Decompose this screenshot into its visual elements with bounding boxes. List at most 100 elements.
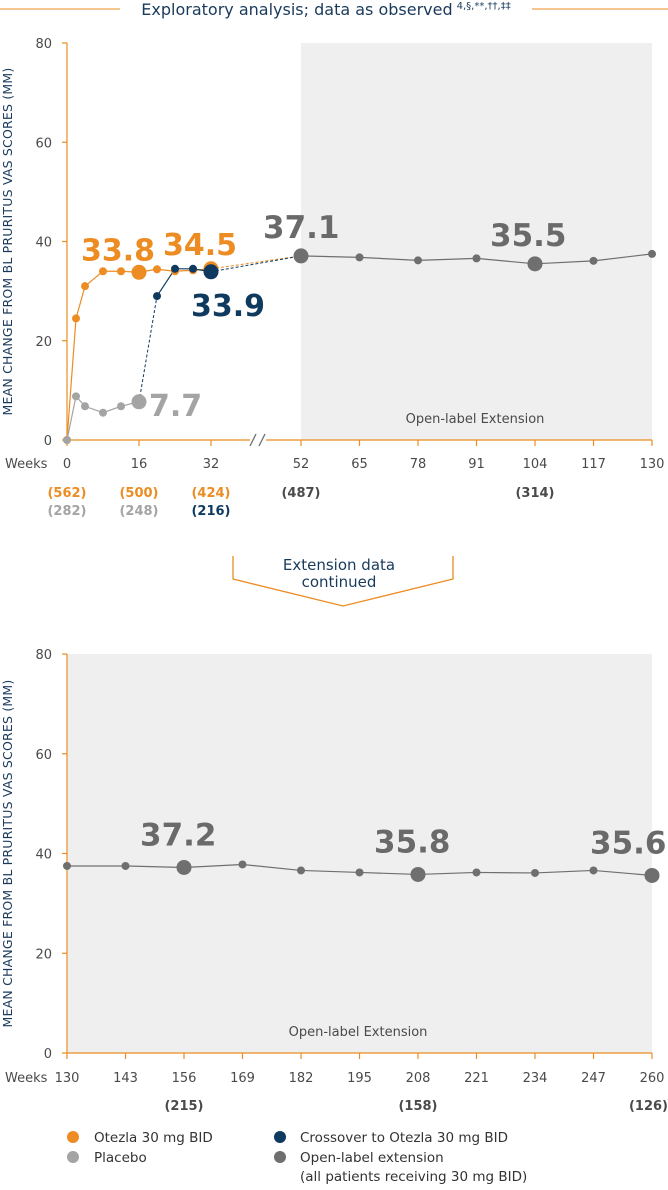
callout-label: 34.5 <box>163 228 237 263</box>
n-label: (216) <box>191 504 230 519</box>
data-point-open-label-extension-all-patients-receiving-30-mg-bid <box>414 256 422 265</box>
data-point-open-label-extension-all-patients-receiving-30-mg-bid <box>63 861 71 870</box>
callout-label: 7.7 <box>149 389 202 424</box>
x-tick-label: 208 <box>406 1071 431 1086</box>
ole-region-label: Open-label Extension <box>406 412 545 427</box>
y-tick-label: 40 <box>35 848 52 863</box>
data-point-otezla-30-mg-bid <box>153 265 161 274</box>
data-point-otezla-30-mg-bid <box>81 282 89 291</box>
data-point-otezla-30-mg-bid <box>131 264 147 280</box>
x-tick-label: 247 <box>581 1071 606 1086</box>
n-label: (424) <box>191 486 230 501</box>
legend-label-ole: Open-label extension <box>300 1150 444 1166</box>
data-point-crossover-to-otezla-30-mg-bid <box>189 264 197 273</box>
header: Exploratory analysis; data as observed 4,… <box>0 0 668 19</box>
x-tick-label: 16 <box>131 457 148 472</box>
data-point-crossover-to-otezla-30-mg-bid <box>203 264 219 280</box>
x-tick-label: 130 <box>640 457 665 472</box>
series-line-otezla-30-mg-bid <box>66 268 212 441</box>
callout-label: 37.2 <box>140 817 217 853</box>
legend: Otezla 30 mg BID Placebo Crossover to Ot… <box>67 1130 527 1185</box>
data-point-open-label-extension-all-patients-receiving-30-mg-bid <box>238 860 247 869</box>
data-point-otezla-30-mg-bid <box>72 314 80 323</box>
n-label: (282) <box>47 504 86 519</box>
y-axis-label: MEAN CHANGE FROM BL PRURITUS VAS SCORES … <box>0 680 15 1028</box>
data-point-open-label-extension-all-patients-receiving-30-mg-bid <box>176 859 192 875</box>
x-tick-label: 91 <box>468 457 485 472</box>
data-point-open-label-extension-all-patients-receiving-30-mg-bid <box>648 249 656 258</box>
data-point-open-label-extension-all-patients-receiving-30-mg-bid <box>297 866 305 875</box>
y-tick-label: 20 <box>35 947 52 962</box>
x-tick-label: 260 <box>640 1071 665 1086</box>
legend-marker-crossover <box>274 1131 286 1143</box>
chart-bottom: Open-label Extension 0 20 40 60 80 MEAN CHANGE… <box>0 648 668 1114</box>
x-tick-label: 234 <box>523 1071 548 1086</box>
x-tick-label: 65 <box>351 457 368 472</box>
x-tick-label: 130 <box>55 1071 80 1086</box>
data-point-open-label-extension-all-patients-receiving-30-mg-bid <box>293 248 309 264</box>
legend-label-crossover: Crossover to Otezla 30 mg BID <box>300 1130 508 1146</box>
data-point-open-label-extension-all-patients-receiving-30-mg-bid <box>472 868 481 877</box>
data-point-open-label-extension-all-patients-receiving-30-mg-bid <box>121 861 130 870</box>
n-label: (158) <box>398 1099 437 1114</box>
n-label: (487) <box>281 486 320 501</box>
x-tick-label: 195 <box>347 1071 372 1086</box>
y-tick-label: 0 <box>44 434 52 449</box>
legend-label-placebo: Placebo <box>94 1150 147 1166</box>
x-tick-label: 182 <box>289 1071 314 1086</box>
data-point-open-label-extension-all-patients-receiving-30-mg-bid <box>589 866 598 875</box>
y-tick-label: 60 <box>35 748 52 763</box>
data-point-open-label-extension-all-patients-receiving-30-mg-bid <box>355 868 364 877</box>
data-point-open-label-extension-all-patients-receiving-30-mg-bid <box>589 256 598 265</box>
data-point-open-label-extension-all-patients-receiving-30-mg-bid <box>644 867 660 883</box>
x-tick-label: 52 <box>293 457 310 472</box>
callout-label: 33.8 <box>81 233 155 268</box>
axis-break-mark <box>258 433 266 447</box>
x-tick-label: 169 <box>230 1071 255 1086</box>
connector-crossover-ole <box>210 255 302 273</box>
y-tick-label: 20 <box>35 335 52 350</box>
legend-label-ole-line2: (all patients receiving 30 mg BID) <box>300 1169 527 1185</box>
callout-label: 33.9 <box>191 289 265 324</box>
ole-region-label: Open-label Extension <box>289 1025 428 1040</box>
ole-region <box>301 43 652 440</box>
header-superscript: 4,§,**,††,‡‡ <box>457 1 511 12</box>
n-label: (562) <box>47 486 86 501</box>
y-tick-label: 80 <box>35 37 52 52</box>
legend-marker-placebo <box>67 1151 79 1163</box>
callout-label: 37.1 <box>263 210 340 246</box>
transition-bracket: Extension data continued <box>232 556 454 607</box>
data-point-open-label-extension-all-patients-receiving-30-mg-bid <box>472 254 481 263</box>
n-label: (248) <box>119 504 158 519</box>
chart-top: Open-label Extension 0 20 40 60 80 MEAN CHANGE… <box>0 37 664 519</box>
data-point-placebo <box>131 394 147 410</box>
data-point-placebo <box>63 436 71 444</box>
y-tick-label: 60 <box>35 136 52 151</box>
header-title-text: Exploratory analysis; data as observed <box>141 0 452 19</box>
y-tick-label: 40 <box>35 236 52 251</box>
series-line-crossover-to-otezla-30-mg-bid <box>156 268 212 297</box>
legend-marker-ole <box>274 1151 286 1163</box>
n-label: (314) <box>515 486 554 501</box>
transition-line2: continued <box>302 573 377 591</box>
legend-label-otezla: Otezla 30 mg BID <box>94 1130 213 1146</box>
y-axis-label: MEAN CHANGE FROM BL PRURITUS VAS SCORES … <box>0 68 15 416</box>
transition-chevron <box>232 556 454 607</box>
x-axis-label: Weeks <box>5 457 48 472</box>
transition-line1: Extension data <box>283 556 395 574</box>
data-point-placebo <box>117 402 125 411</box>
n-label: (215) <box>164 1099 203 1114</box>
x-tick-label: 156 <box>172 1071 197 1086</box>
callout-label: 35.5 <box>490 218 567 254</box>
series-line-placebo <box>66 395 140 441</box>
header-title: Exploratory analysis; data as observed 4,… <box>141 0 510 19</box>
x-axis-label: Weeks <box>5 1071 48 1086</box>
x-tick-label: 117 <box>581 457 606 472</box>
x-tick-label: 221 <box>464 1071 489 1086</box>
data-point-open-label-extension-all-patients-receiving-30-mg-bid <box>531 868 539 877</box>
data-point-open-label-extension-all-patients-receiving-30-mg-bid <box>410 866 426 882</box>
y-tick-label: 0 <box>44 1047 52 1062</box>
axis-break-gap <box>250 436 266 444</box>
callout-label: 35.6 <box>590 825 667 861</box>
